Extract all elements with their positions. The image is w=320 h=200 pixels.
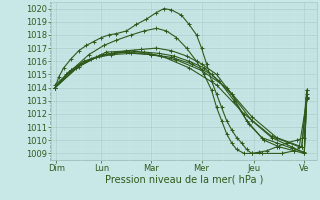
X-axis label: Pression niveau de la mer( hPa ): Pression niveau de la mer( hPa ) [105,175,263,185]
